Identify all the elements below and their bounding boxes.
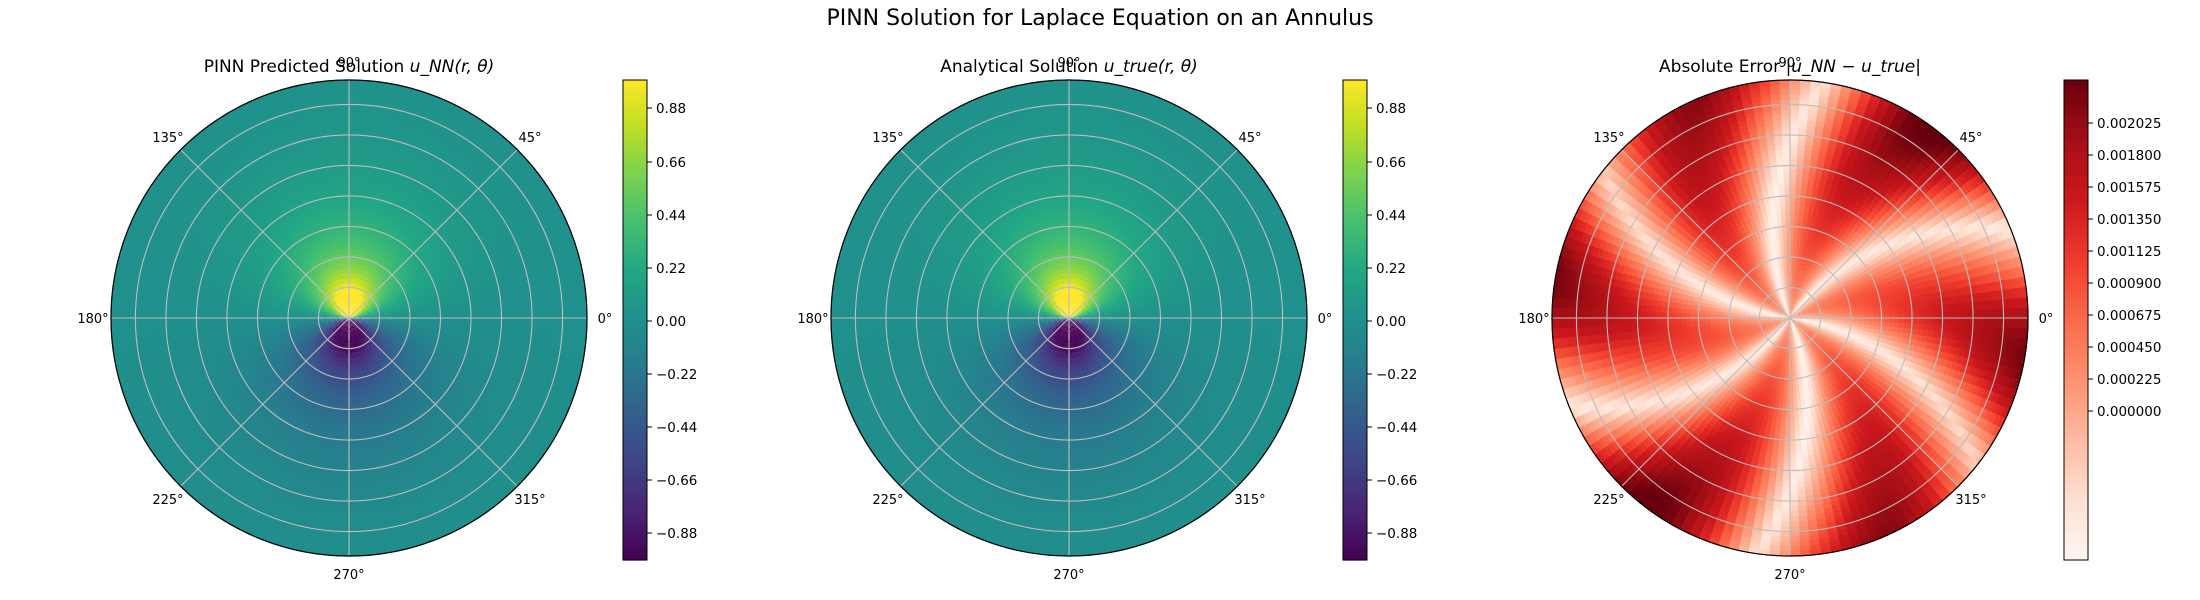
colorbar-tick-label: 0.001350 [2097,212,2161,228]
grid-spoke [180,317,350,487]
panel-title-text: Analytical Solution [940,57,1104,77]
panel-title: Analytical Solution u_true(r, θ) [940,57,1198,77]
angle-tick-label: 135° [152,131,183,146]
grid-spoke [900,149,1070,319]
angle-tick-label: 270° [1774,568,1805,583]
colorbar-frame [622,79,648,561]
polar-grid [1552,80,2028,556]
angle-tick-label: 90° [1778,56,1801,71]
colorbar-tick-label: 0.88 [1376,101,1406,117]
colorbar-tick-label: 0.000000 [2097,404,2161,420]
panel-title-text: Absolute Error [1659,57,1786,77]
colorbar-tick-label: 0.00 [1376,314,1406,330]
panel-3: 0° 45° 90° 135° 180° 225° 270° 315° Absolute Err… [1518,56,2161,583]
polar-grid [831,80,1307,556]
angle-tick-label: 315° [514,493,545,508]
colorbar-tick-label: 0.44 [1376,208,1406,224]
angle-tick-label: 315° [1955,493,1986,508]
colorbar-tick-label: −0.88 [1376,526,1417,542]
colorbar-tick-label: 0.66 [656,155,686,171]
colorbar-tick-label: 0.000675 [2097,308,2161,324]
panel-title-math: |u_NN − u_true| [1786,57,1921,77]
angle-tick-label: 135° [872,131,903,146]
colorbar: 0.88 0.66 0.44 0.22 0.00 −0.22 −0.44 −0.66 −0.88 [622,79,697,561]
polar-grid [111,80,587,556]
angle-tick-label: 225° [152,493,183,508]
colorbar-tick-label: −0.22 [1376,367,1417,383]
panel-1: 0° 45° 90° 135° 180° 225° 270° 315° PINN Predict… [77,56,697,583]
grid-spoke [1068,317,1238,487]
angle-tick-label: 180° [77,312,108,327]
grid-spoke [348,149,518,319]
colorbar-tick-label: 0.000900 [2097,276,2161,292]
angle-tick-label: 180° [797,312,828,327]
angle-tick-label: 270° [333,568,364,583]
heatmap-mesh [1551,79,2029,557]
colorbar-tick-label: 0.22 [656,261,686,277]
grid-spoke [900,317,1070,487]
colorbar-tick-label: −0.44 [656,420,697,436]
colorbar-tick-label: 0.22 [1376,261,1406,277]
panel-title: PINN Predicted Solution u_NN(r, θ) [204,57,495,77]
angle-tick-label: 225° [872,493,903,508]
polar-frame [110,79,588,557]
colorbar-tick-label: −0.88 [656,526,697,542]
colorbar-tick-label: −0.66 [1376,473,1417,489]
angle-tick-label: 270° [1053,568,1084,583]
angle-tick-label: 45° [1959,131,1982,146]
grid-spoke [1621,317,1791,487]
colorbar-tick-label: 0.000225 [2097,372,2161,388]
colorbar-tick-label: −0.44 [1376,420,1417,436]
angle-tick-label: 45° [518,131,541,146]
angle-tick-label: 315° [1234,493,1265,508]
angle-tick-label: 90° [337,56,360,71]
grid-spoke [1621,149,1791,319]
colorbar-tick-label: 0.00 [656,314,686,330]
panel-title-text: PINN Predicted Solution [204,57,410,77]
grid-spoke [348,317,518,487]
colorbar: 0.88 0.66 0.44 0.22 0.00 −0.22 −0.44 −0.66 −0.88 [1342,79,1417,561]
grid-spoke [1068,149,1238,319]
figure-title: PINN Solution for Laplace Equation on an… [0,6,2200,31]
colorbar-tick-label: 0.002025 [2097,116,2161,132]
grid-spoke [180,149,350,319]
colorbar-tick-label: 0.88 [656,101,686,117]
angle-tick-label: 0° [2039,312,2054,327]
angle-tick-label: 0° [1318,312,1333,327]
colorbar-tick-label: −0.66 [656,473,697,489]
colorbar-frame [2063,79,2089,561]
colorbar-tick-label: 0.001800 [2097,148,2161,164]
angle-tick-label: 90° [1057,56,1080,71]
colorbar-tick-label: 0.66 [1376,155,1406,171]
colorbar-tick-label: 0.44 [656,208,686,224]
panel-title-math: u_true(r, θ) [1104,57,1198,77]
colorbar: 0.002025 0.001800 0.001575 0.001350 0.001125… [2063,79,2161,561]
grid-spoke [1789,149,1959,319]
angle-tick-label: 180° [1518,312,1549,327]
colorbar-tick-label: 0.000450 [2097,340,2161,356]
colorbar-tick-label: −0.22 [656,367,697,383]
polar-frame [1551,79,2029,557]
angle-tick-label: 225° [1593,493,1624,508]
polar-frame [830,79,1308,557]
angle-tick-label: 135° [1593,131,1624,146]
panel-title: Absolute Error |u_NN − u_true| [1659,57,1921,77]
angle-tick-label: 45° [1238,131,1261,146]
panel-title-math: u_NN(r, θ) [410,57,495,77]
colorbar-tick-label: 0.001575 [2097,180,2161,196]
grid-spoke [1789,317,1959,487]
colorbar-frame [1342,79,1368,561]
colorbar-tick-label: 0.001125 [2097,244,2161,260]
angle-tick-label: 0° [598,312,613,327]
panel-2: 0° 45° 90° 135° 180° 225° 270° 315° Analytical S… [797,56,1417,583]
